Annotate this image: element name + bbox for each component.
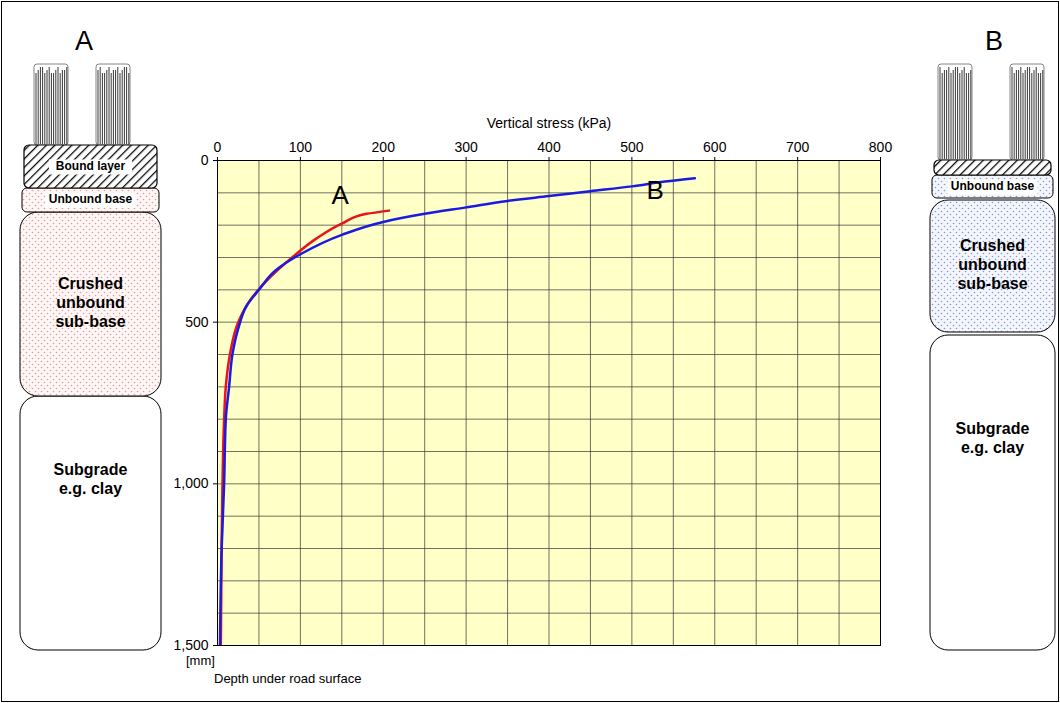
svg-text:Subgrade: Subgrade	[956, 420, 1030, 437]
svg-text:Crushed: Crushed	[58, 275, 123, 292]
html-text:Depth under road surface: Depth under road surface	[214, 671, 362, 686]
svg-text:B: B	[646, 175, 663, 205]
svg-text:700: 700	[786, 139, 810, 155]
svg-text:1,500: 1,500	[173, 637, 208, 653]
svg-text:300: 300	[454, 139, 478, 155]
svg-text:e.g. clay: e.g. clay	[961, 439, 1024, 456]
svg-text:0: 0	[214, 139, 222, 155]
svg-text:sub-base: sub-base	[55, 313, 125, 330]
svg-text:200: 200	[372, 139, 396, 155]
svg-text:400: 400	[537, 139, 561, 155]
svg-text:B: B	[985, 26, 1003, 56]
svg-text:500: 500	[620, 139, 644, 155]
svg-text:Unbound base: Unbound base	[49, 192, 133, 206]
svg-text:100: 100	[289, 139, 313, 155]
svg-text:600: 600	[703, 139, 727, 155]
svg-text:1,000: 1,000	[173, 475, 208, 491]
svg-text:Unbound base: Unbound base	[951, 179, 1035, 193]
svg-text:Vertical stress (kPa): Vertical stress (kPa)	[487, 115, 611, 131]
svg-text:800: 800	[869, 139, 893, 155]
svg-text:e.g. clay: e.g. clay	[59, 480, 122, 497]
svg-text:sub-base: sub-base	[957, 275, 1027, 292]
svg-text:A: A	[331, 180, 349, 210]
html-text:[mm]: [mm]	[186, 653, 215, 668]
svg-text:unbound: unbound	[56, 294, 124, 311]
svg-text:500: 500	[185, 314, 209, 330]
svg-text:Crushed: Crushed	[960, 237, 1025, 254]
svg-text:Bound layer: Bound layer	[56, 159, 126, 173]
svg-text:unbound: unbound	[958, 256, 1026, 273]
svg-text:A: A	[75, 26, 93, 56]
svg-text:Subgrade: Subgrade	[54, 461, 128, 478]
svg-text:0: 0	[201, 152, 209, 168]
